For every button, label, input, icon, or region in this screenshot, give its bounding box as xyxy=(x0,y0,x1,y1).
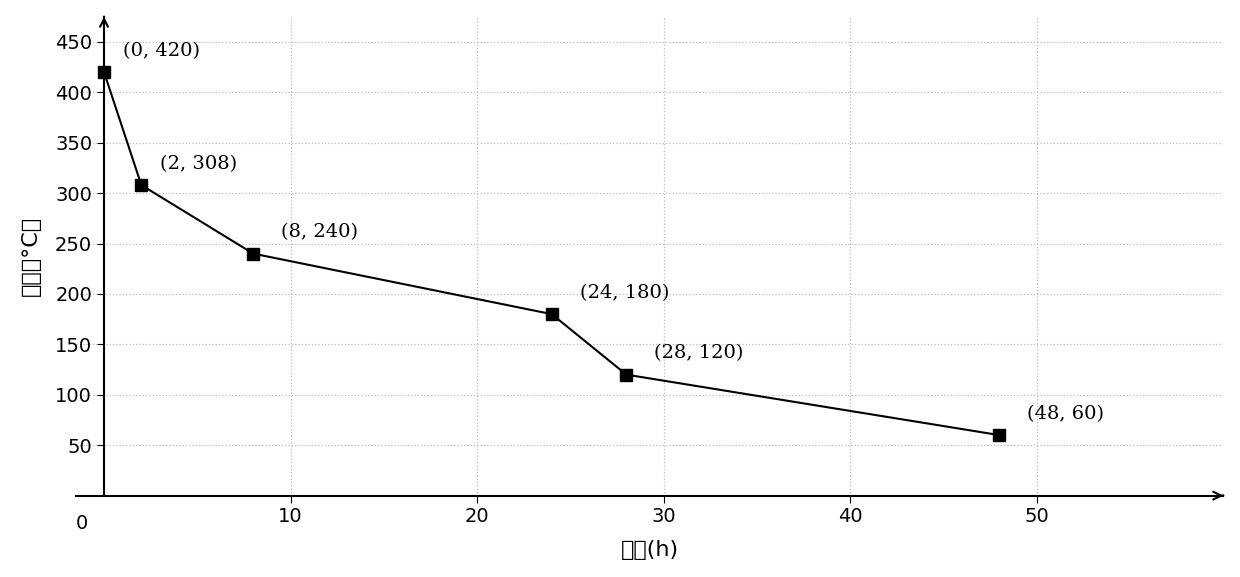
Text: (2, 308): (2, 308) xyxy=(160,155,237,173)
Text: 0: 0 xyxy=(76,514,88,533)
X-axis label: 时间(h): 时间(h) xyxy=(621,540,678,560)
Text: (0, 420): (0, 420) xyxy=(123,42,200,60)
Y-axis label: 温度（°C）: 温度（°C） xyxy=(21,216,41,296)
Text: (24, 180): (24, 180) xyxy=(580,284,670,302)
Text: (8, 240): (8, 240) xyxy=(281,223,358,242)
Text: (28, 120): (28, 120) xyxy=(655,344,744,362)
Text: (48, 60): (48, 60) xyxy=(1028,405,1105,423)
